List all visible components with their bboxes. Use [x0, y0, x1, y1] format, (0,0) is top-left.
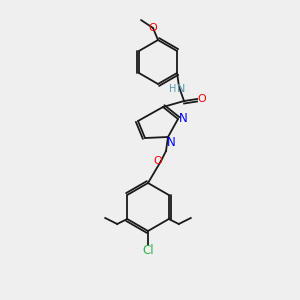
Text: N: N: [167, 136, 176, 148]
Text: N: N: [177, 84, 185, 94]
Text: Cl: Cl: [142, 244, 154, 256]
Text: O: O: [198, 94, 206, 104]
Text: N: N: [178, 112, 188, 125]
Text: H: H: [169, 84, 176, 94]
Text: O: O: [148, 23, 158, 33]
Text: O: O: [154, 156, 162, 166]
